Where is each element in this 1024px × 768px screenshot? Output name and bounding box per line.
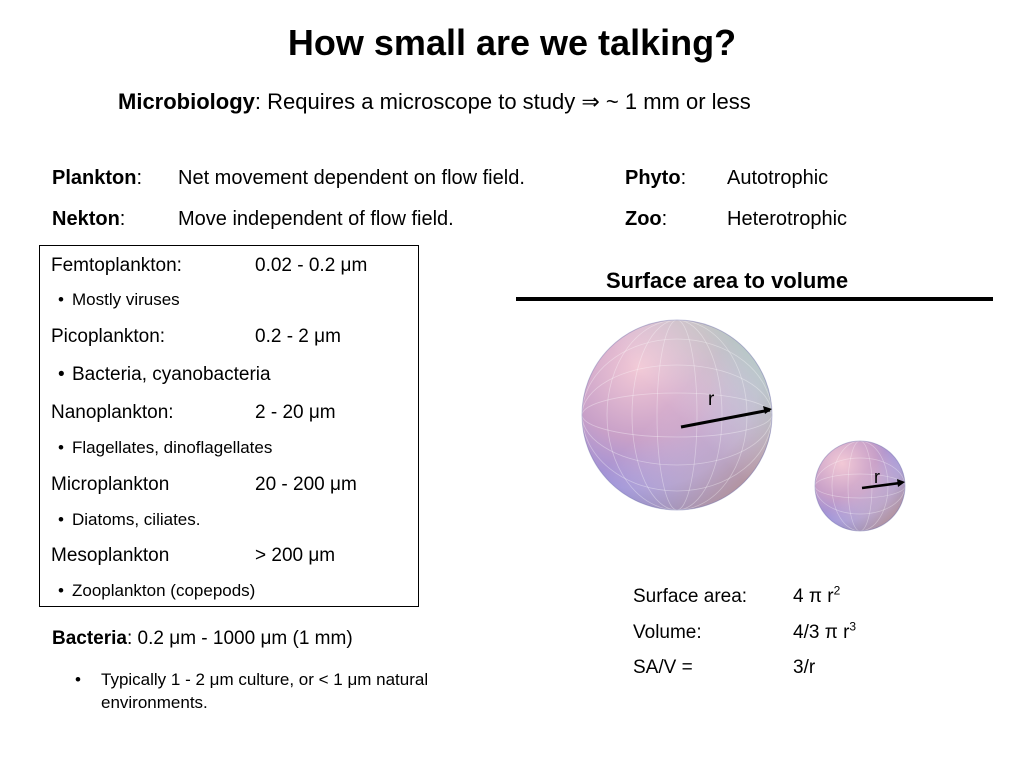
formula-volume: Volume: 4/3 π r3 (633, 621, 856, 644)
size-class-meso: Mesoplankton > 200 μm (51, 545, 335, 567)
bacteria-range: : 0.2 μm - 1000 μm (1 mm) (127, 628, 353, 649)
section-title: Surface area to volume (606, 268, 849, 293)
size-class-name: Mesoplankton (51, 545, 170, 566)
definition-sep: : (680, 167, 687, 189)
formula-label: Surface area: (633, 586, 748, 607)
subtitle: Microbiology: Requires a microscope to s… (118, 89, 751, 115)
section-underline (516, 297, 993, 301)
formula-sa-v: SA/V = 3/r (633, 657, 815, 679)
size-class-name: Femtoplankton: (51, 255, 182, 276)
formula-value: 4/3 π r3 (793, 619, 857, 644)
definition-desc: Heterotrophic (727, 208, 848, 230)
size-class-note: Bacteria, cyanobacteria (58, 364, 271, 386)
size-class-note: Zooplankton (copepods) (58, 581, 255, 601)
formula-expr: 3/r (793, 657, 816, 678)
size-class-note: Flagellates, dinoflagellates (58, 438, 272, 458)
definition-term: Phyto (625, 167, 681, 189)
radius-label-large: r (708, 389, 715, 410)
bacteria-note: Typically 1 - 2 μm culture, or < 1 μm na… (75, 668, 431, 714)
size-class-box: Femtoplankton: 0.02 - 0.2 μm Mostly virus… (39, 245, 419, 607)
formula-value: 4 π r2 (793, 583, 841, 608)
radius-label-small: r (874, 467, 880, 487)
size-class-pico: Picoplankton: 0.2 - 2 μm (51, 326, 341, 348)
definition-plankton: Plankton: Net movement dependent on flow… (52, 167, 525, 190)
formula-label: Volume: (633, 622, 702, 643)
arrow-head-small (897, 479, 905, 487)
definition-zoo: Zoo: Heterotrophic (625, 208, 847, 231)
definition-term: Zoo (625, 208, 662, 230)
size-class-name: Microplankton (51, 474, 170, 495)
formula-exponent: 2 (833, 583, 841, 598)
subtitle-term: Microbiology (118, 89, 255, 114)
formula-label: SA/V = (633, 657, 693, 678)
formula-expr: 4/3 π r (793, 622, 850, 643)
definition-term: Nekton (52, 208, 120, 230)
bacteria-term: Bacteria (52, 628, 127, 649)
definition-sep: : (119, 208, 126, 230)
size-class-range: 0.2 - 2 μm (255, 326, 341, 347)
formula-surface-area: Surface area: 4 π r2 (633, 585, 840, 608)
size-class-range: 2 - 20 μm (255, 402, 336, 423)
size-class-note: Mostly viruses (58, 290, 180, 310)
size-class-name: Nanoplankton: (51, 402, 174, 423)
spheres-illustration: r r (581, 319, 906, 532)
size-class-range: 20 - 200 μm (255, 474, 357, 495)
definition-term: Plankton (52, 167, 137, 189)
radius-arrow-small (861, 481, 901, 490)
large-sphere (581, 319, 773, 511)
size-class-name: Picoplankton: (51, 326, 166, 347)
bacteria-size: Bacteria: 0.2 μm - 1000 μm (1 mm) (52, 628, 353, 650)
definition-sep: : (661, 208, 668, 230)
formula-value: 3/r (793, 657, 815, 679)
definition-sep: : (136, 167, 143, 189)
size-class-nano: Nanoplankton: 2 - 20 μm (51, 402, 336, 424)
page-title: How small are we talking? (287, 22, 737, 63)
size-class-note: Diatoms, ciliates. (58, 510, 201, 530)
subtitle-text: : Requires a microscope to study ⇒ ~ 1 m… (254, 89, 751, 114)
radius-arrow-large (680, 408, 771, 429)
size-class-micro: Microplankton 20 - 200 μm (51, 474, 357, 496)
formula-expr: 4 π r (793, 586, 834, 607)
definition-nekton: Nekton: Move independent of flow field. (52, 208, 454, 231)
definition-desc: Move independent of flow field. (178, 208, 454, 230)
definition-phyto: Phyto: Autotrophic (625, 167, 828, 190)
definition-desc: Autotrophic (727, 167, 829, 189)
size-class-range: > 200 μm (255, 545, 336, 566)
arrow-head-large (763, 406, 772, 414)
size-class-femto: Femtoplankton: 0.02 - 0.2 μm (51, 255, 367, 277)
size-class-range: 0.02 - 0.2 μm (255, 255, 368, 276)
formula-exponent: 3 (849, 619, 857, 634)
definition-desc: Net movement dependent on flow field. (178, 167, 525, 189)
small-sphere (814, 440, 906, 532)
